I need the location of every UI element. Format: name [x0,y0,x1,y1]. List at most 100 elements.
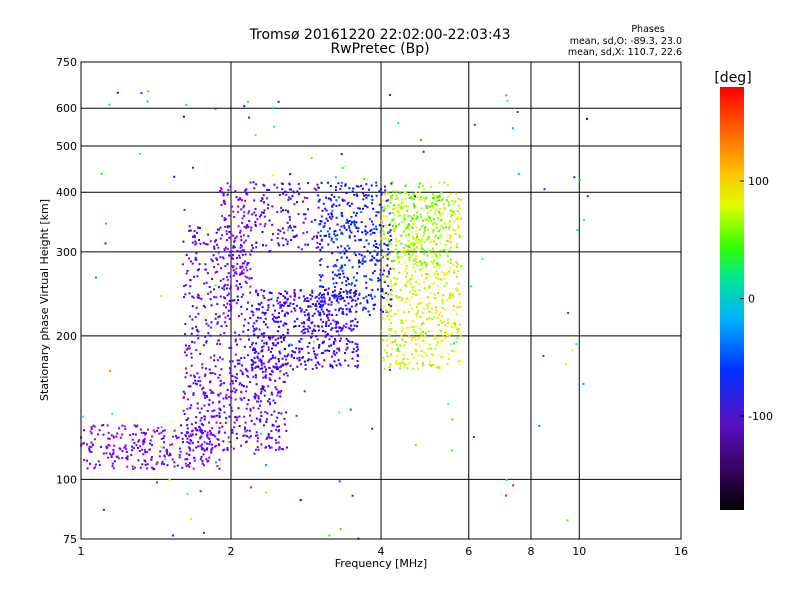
data-point [315,308,317,311]
data-point [239,231,241,234]
data-point [269,379,272,381]
data-point [190,404,193,407]
data-point [440,233,443,236]
data-point [88,447,91,450]
data-point [158,455,161,458]
data-point [247,226,250,228]
data-point [216,228,219,231]
data-point [216,258,218,261]
data-point [437,324,440,326]
data-point [111,462,114,465]
data-point [404,341,407,344]
data-point [392,208,395,211]
data-point [356,325,358,328]
data-point [209,389,212,392]
data-point [381,199,384,202]
data-point [214,445,217,448]
data-point [230,257,233,260]
data-point [440,199,443,202]
data-point [286,355,289,358]
data-point [394,250,397,253]
data-point [370,228,373,231]
data-point [338,347,340,350]
data-point [542,354,545,357]
data-point [452,293,455,296]
y-tick-label: 400 [56,186,77,199]
data-point [332,282,335,285]
data-point [203,404,206,407]
data-point [100,172,103,175]
data-point [256,446,259,449]
data-point [90,426,93,429]
data-point [407,239,410,242]
data-point [389,267,392,270]
data-point [440,355,443,358]
data-point [239,265,242,268]
data-point [353,324,356,327]
data-point [410,226,413,229]
data-point [112,451,115,454]
data-point [330,239,333,242]
data-point [388,240,391,243]
data-point [375,243,378,245]
data-point [408,279,411,282]
data-point [219,190,222,192]
data-point [270,391,273,394]
data-point [412,235,415,238]
data-point [251,213,254,216]
data-point [214,317,217,320]
data-point [420,244,423,247]
data-point [289,197,292,200]
data-point [340,232,343,235]
data-point [324,330,327,333]
data-point [260,392,262,395]
data-point [88,449,91,452]
data-point [430,220,433,223]
data-point [385,244,388,247]
data-point [244,441,247,444]
data-point [387,312,390,315]
data-point [430,311,433,314]
data-point [365,183,368,186]
data-point [417,250,420,253]
data-point [414,258,417,261]
data-point [298,187,301,190]
data-point [208,286,211,288]
data-point [436,199,439,202]
data-point [401,221,404,224]
data-point [331,205,334,208]
data-point [218,416,221,419]
data-point [437,277,440,280]
data-point [414,191,417,194]
data-point [271,205,274,208]
data-point [356,366,359,369]
data-point [354,318,357,321]
data-point [265,464,268,467]
data-point [165,448,168,451]
data-point [505,94,508,97]
data-point [283,315,286,318]
data-point [304,298,306,301]
data-point [236,257,239,259]
colorbar-tick-label: -100 [748,410,773,423]
data-point [355,193,358,196]
data-point [346,220,349,223]
data-point [232,266,234,269]
data-point [346,296,349,299]
data-point [257,400,260,403]
data-point [411,274,413,277]
data-point [320,301,323,303]
data-point [322,286,325,288]
data-point [387,293,390,296]
data-point [132,433,135,436]
data-point [199,444,202,447]
data-point [297,213,300,216]
data-point [382,273,384,276]
data-point [273,315,276,318]
data-point [416,235,419,238]
data-point [250,486,253,489]
data-point [238,334,241,336]
data-point [239,272,242,275]
data-point [190,352,193,355]
data-point [327,293,329,296]
